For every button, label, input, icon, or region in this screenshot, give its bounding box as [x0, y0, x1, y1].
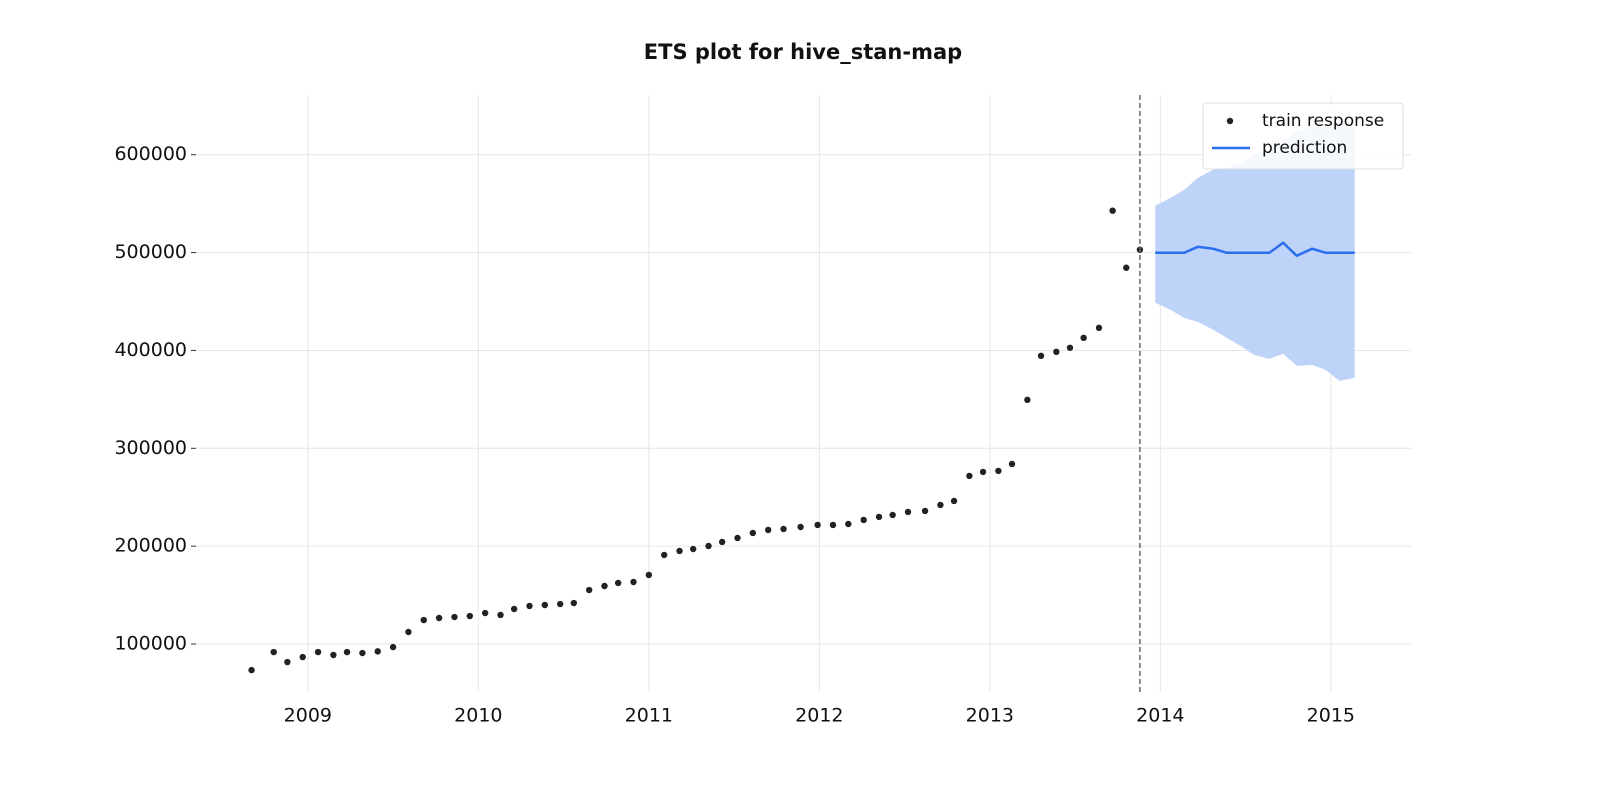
data-point: [718, 538, 726, 546]
x-tick-label: 2011: [625, 705, 673, 727]
data-point: [645, 571, 653, 579]
data-point: [314, 648, 322, 656]
data-point: [995, 467, 1002, 475]
y-tick-label: 200000: [114, 535, 187, 557]
data-point: [601, 582, 608, 590]
data-point: [875, 513, 883, 521]
data-point: [497, 611, 504, 619]
data-point: [374, 648, 381, 655]
data-point: [526, 602, 533, 610]
data-point: [270, 648, 277, 656]
data-point: [921, 507, 929, 515]
y-tick-label: 500000: [114, 241, 187, 263]
data-point: [966, 472, 973, 480]
legend-label: train response: [1262, 111, 1384, 131]
x-tick-label: 2013: [966, 705, 1014, 727]
data-point: [405, 628, 412, 636]
data-point: [1123, 264, 1130, 271]
data-point: [829, 521, 837, 529]
chart-title: ETS plot for hive_stan-map: [644, 40, 962, 64]
data-point: [420, 616, 427, 624]
prediction-line: [1155, 241, 1355, 258]
data-point: [845, 520, 852, 528]
data-point: [435, 614, 443, 622]
data-point: [1024, 396, 1031, 404]
data-point: [1080, 334, 1087, 342]
data-point: [541, 601, 549, 609]
data-point: [860, 516, 867, 524]
data-point: [979, 468, 987, 476]
x-tick-label: 2015: [1307, 705, 1355, 727]
data-point: [780, 525, 787, 533]
data-point: [481, 609, 489, 617]
data-point: [570, 599, 578, 607]
data-point: [950, 497, 958, 505]
legend-label: prediction: [1262, 138, 1347, 158]
data-point: [1037, 352, 1045, 360]
legend-marker: [1226, 117, 1234, 125]
data-point: [284, 658, 291, 666]
data-point: [1066, 344, 1074, 351]
legend: train response prediction: [1202, 102, 1404, 170]
data-point: [1109, 207, 1116, 214]
y-tick-label: 400000: [114, 339, 187, 361]
data-point: [1008, 460, 1016, 468]
data-point: [248, 666, 255, 674]
data-point: [585, 586, 593, 594]
data-point: [764, 526, 772, 534]
data-point: [705, 542, 712, 550]
data-point: [1053, 348, 1060, 356]
data-point: [343, 648, 351, 656]
data-point: [797, 523, 804, 531]
data-point: [330, 651, 337, 659]
data-point: [510, 605, 518, 613]
data-point: [389, 643, 397, 651]
y-tick-label: 300000: [114, 437, 187, 459]
data-point: [904, 508, 912, 516]
data-point: [359, 649, 366, 657]
data-point: [299, 653, 306, 661]
x-tick-label: 2009: [284, 705, 332, 727]
x-tick-label: 2014: [1136, 705, 1184, 727]
data-point: [614, 579, 622, 587]
data-point: [451, 613, 458, 621]
data-point: [814, 521, 821, 529]
data-point: [676, 547, 683, 555]
data-point: [1095, 324, 1103, 332]
y-tick-label: 100000: [114, 633, 187, 655]
data-point: [466, 612, 474, 620]
data-point: [937, 501, 944, 509]
data-point: [630, 578, 637, 586]
x-tick-label: 2012: [795, 705, 843, 727]
data-point: [734, 534, 741, 542]
y-tick-label: 600000: [114, 143, 187, 165]
data-point: [556, 600, 564, 608]
data-point: [689, 545, 697, 553]
data-point: [889, 511, 896, 519]
legend-box: [1202, 102, 1404, 170]
data-point: [749, 529, 757, 537]
data-point: [660, 551, 668, 559]
x-tick-label: 2010: [454, 705, 502, 727]
